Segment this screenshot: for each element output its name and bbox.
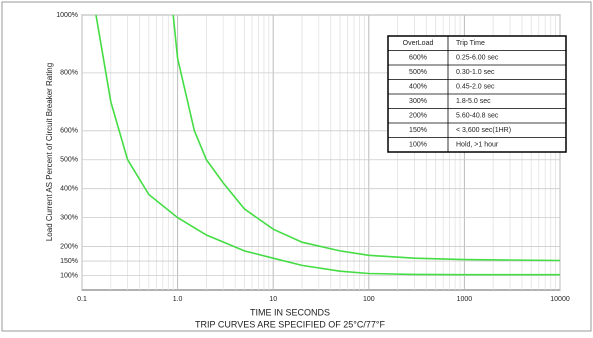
y-tick-label: 500% bbox=[60, 157, 78, 164]
table-cell: 200% bbox=[409, 113, 427, 120]
table-cell: 600% bbox=[409, 55, 427, 62]
y-tick-label: 300% bbox=[60, 214, 78, 221]
x-axis-label: TIME IN SECONDS bbox=[250, 307, 330, 317]
y-axis-label: Load Current AS Percent of Circuit Break… bbox=[45, 63, 54, 241]
x-tick-label: 100 bbox=[363, 296, 375, 303]
table-cell: 5.60-40.8 sec bbox=[456, 113, 499, 120]
y-tick-label: 150% bbox=[60, 258, 78, 265]
table-cell: 500% bbox=[409, 69, 427, 76]
x-tick-label: 10 bbox=[269, 296, 277, 303]
x-tick-label: 1.0 bbox=[173, 296, 183, 303]
frame bbox=[1, 1, 592, 332]
y-tick-label: 200% bbox=[60, 243, 78, 250]
y-tick-label: 800% bbox=[60, 70, 78, 77]
table-cell: 0.45-2.0 sec bbox=[456, 84, 495, 91]
x-tick-label: 10000 bbox=[550, 296, 570, 303]
table-cell: 400% bbox=[409, 84, 427, 91]
trip-curve bbox=[172, 14, 561, 262]
table-cell: 150% bbox=[409, 127, 427, 134]
table-cell: 0.25-6.00 sec bbox=[456, 55, 499, 62]
table-header: OverLoad bbox=[403, 40, 434, 47]
table-cell: 300% bbox=[409, 98, 427, 105]
table-cell: 1.8-5.0 sec bbox=[456, 98, 491, 105]
trip-curve bbox=[95, 14, 560, 276]
y-tick-label: 600% bbox=[60, 128, 78, 135]
caption: TRIP CURVES ARE SPECIFIED OF 25°C/77°F bbox=[195, 319, 385, 329]
y-tick-label: 1000% bbox=[56, 12, 78, 19]
table-cell: < 3,600 sec(1HR) bbox=[456, 127, 511, 134]
y-tick-label: 400% bbox=[60, 186, 78, 193]
table-cell: 100% bbox=[409, 142, 427, 149]
table-cell: Hold, >1 hour bbox=[456, 142, 499, 149]
x-tick-label: 0.1 bbox=[77, 296, 87, 303]
x-tick-label: 1000 bbox=[457, 296, 473, 303]
table-cell: 0.30-1.0 sec bbox=[456, 69, 495, 76]
y-tick-label: 100% bbox=[60, 272, 78, 279]
table-header: Trip Time bbox=[456, 40, 485, 47]
